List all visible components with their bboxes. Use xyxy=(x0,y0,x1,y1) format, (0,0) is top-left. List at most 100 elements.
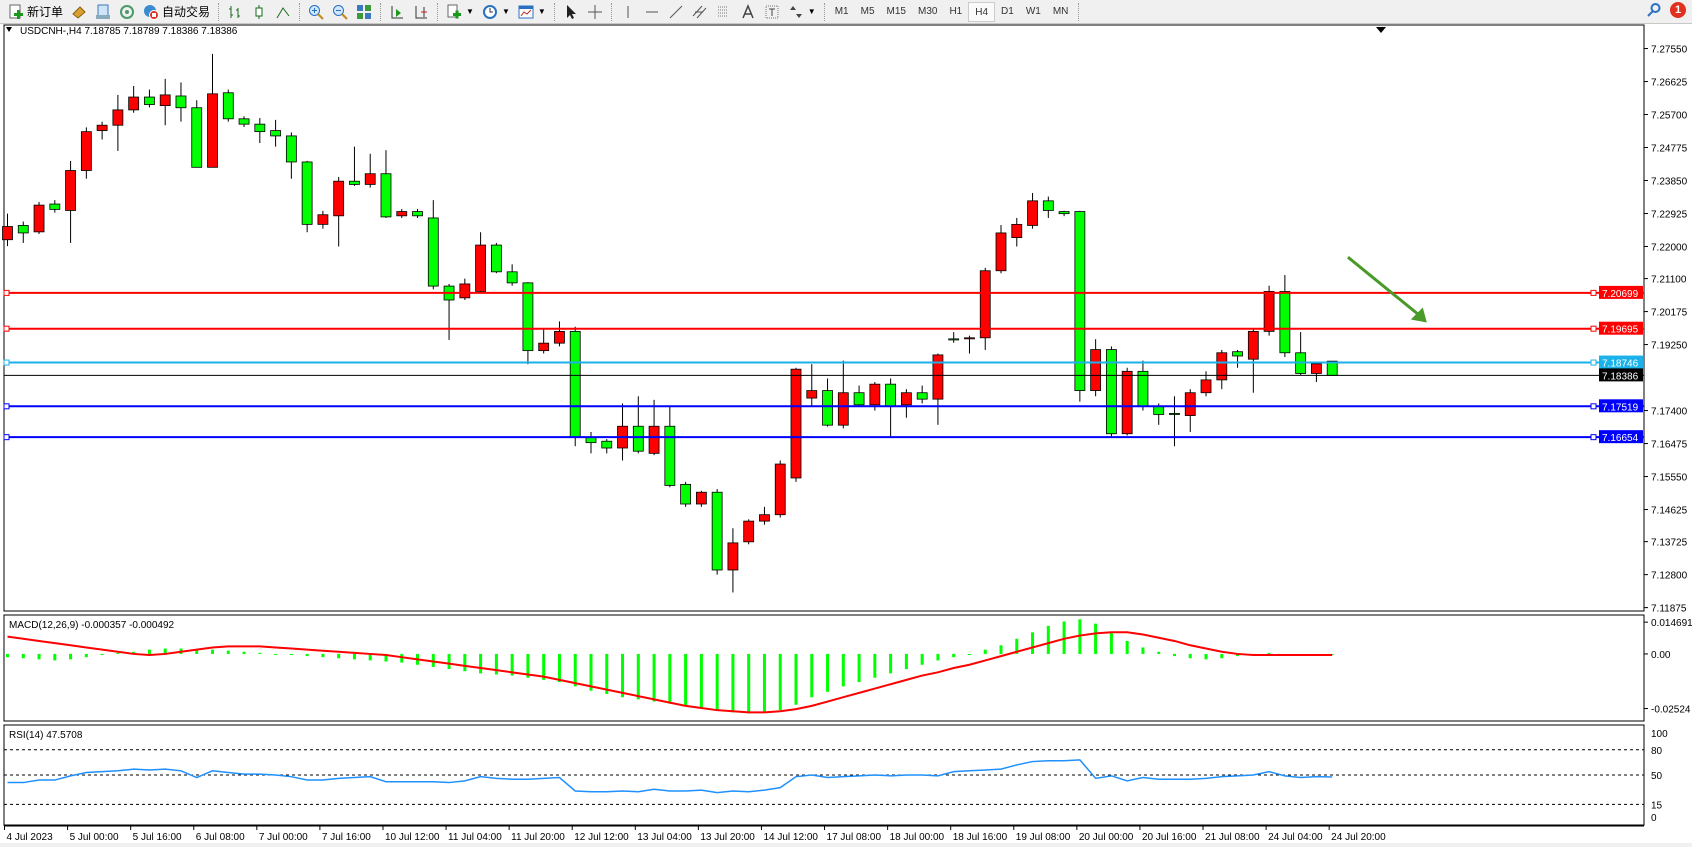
trendline-button[interactable] xyxy=(664,2,688,22)
candle xyxy=(128,85,140,113)
price-tag xyxy=(1599,355,1643,369)
candle-body xyxy=(1137,370,1149,407)
timeframe-h1[interactable]: H1 xyxy=(949,5,963,17)
macd-bar xyxy=(100,653,104,656)
notification-badge[interactable]: 1 xyxy=(1670,2,1686,18)
auto-scroll-icon xyxy=(389,4,405,20)
macd-bar xyxy=(1031,632,1035,654)
macd-bar xyxy=(6,653,9,658)
candle-body xyxy=(80,131,92,171)
candle-body xyxy=(317,214,329,225)
chart-menu-triangle-icon[interactable] xyxy=(6,27,12,32)
candle-body xyxy=(538,342,550,352)
cursor-button[interactable] xyxy=(559,2,583,22)
candle xyxy=(65,160,76,243)
chevron-down-icon: ▼ xyxy=(537,7,546,16)
candle xyxy=(964,335,975,354)
timeframe-h4[interactable]: H4 xyxy=(968,1,996,22)
horizontal-line-button[interactable] xyxy=(640,2,664,22)
time-tick-label: 13 Jul 20:00 xyxy=(700,832,755,843)
new-order-button[interactable]: 新订单 xyxy=(4,2,67,22)
macd-bar xyxy=(526,653,530,678)
candle xyxy=(333,176,345,247)
candle-body xyxy=(1232,351,1243,357)
time-tick-label: 24 Jul 20:00 xyxy=(1331,832,1386,843)
candle-body xyxy=(301,161,313,225)
candle-body xyxy=(711,491,723,571)
timeframe-m15[interactable]: M15 xyxy=(886,5,906,17)
timeframe-m30[interactable]: M30 xyxy=(917,5,938,17)
timeframe-m5[interactable]: M5 xyxy=(860,5,875,17)
candle xyxy=(1216,349,1228,390)
candle xyxy=(191,100,203,168)
candle xyxy=(695,490,707,507)
horizontal-line-icon xyxy=(644,4,660,20)
periods-icon xyxy=(482,4,498,20)
navigator-button[interactable] xyxy=(91,2,115,22)
text-label-button[interactable] xyxy=(760,2,784,22)
macd-bar xyxy=(1015,638,1019,654)
text-button[interactable] xyxy=(736,2,760,22)
timeframe-m1[interactable]: M1 xyxy=(834,5,849,17)
fibonacci-button[interactable] xyxy=(712,2,736,22)
rsi-tick-label: 0 xyxy=(1651,813,1657,824)
candle xyxy=(364,153,376,188)
arrows-button[interactable]: ▼ xyxy=(784,2,820,22)
templates-button[interactable]: ▼ xyxy=(514,2,550,22)
candle xyxy=(144,89,155,108)
candle xyxy=(17,221,29,243)
market-watch-button[interactable] xyxy=(67,2,91,22)
time-tick-label: 7 Jul 00:00 xyxy=(259,832,308,843)
price-tick-label: 7.14625 xyxy=(1651,506,1688,517)
timeframe-w1[interactable]: W1 xyxy=(1025,5,1041,17)
separator xyxy=(1078,2,1080,21)
rsi-pane: 100 80 50 15 0 xyxy=(3,724,1668,826)
bar-chart-button[interactable] xyxy=(223,2,247,22)
crosshair-button[interactable] xyxy=(583,2,607,22)
price-tick-label: 7.12800 xyxy=(1651,571,1688,582)
auto-trading-button[interactable]: 自动交易 xyxy=(139,2,214,22)
candle-body xyxy=(743,520,755,543)
chart-window[interactable]: 7.27550 7.26625 7.25700 7.24775 7.23850 7.229… xyxy=(0,24,1692,847)
chart-shift-marker-icon[interactable] xyxy=(1376,27,1386,33)
main-price-pane[interactable]: 7.27550 7.26625 7.25700 7.24775 7.23850 7.229… xyxy=(2,24,1688,615)
macd-bar xyxy=(715,653,719,711)
chart-header: USDCNH-,H4 7.18785 7.18789 7.18386 7.183… xyxy=(20,26,238,37)
macd-bar xyxy=(636,653,640,700)
zoom-in-button[interactable] xyxy=(304,2,328,22)
candle-body xyxy=(964,337,975,340)
auto-scroll-button[interactable] xyxy=(385,2,409,22)
price-tick-label: 7.22000 xyxy=(1651,242,1688,253)
fibonacci-icon xyxy=(716,4,732,20)
macd-bar xyxy=(1046,625,1050,654)
candle xyxy=(270,119,281,147)
candle-body xyxy=(222,92,234,120)
price-tick-label: 7.21100 xyxy=(1651,275,1687,286)
search-icon[interactable] xyxy=(1646,2,1662,18)
candle-body xyxy=(207,93,218,168)
signals-button[interactable] xyxy=(115,2,139,22)
periods-button[interactable]: ▼ xyxy=(478,2,514,22)
tile-windows-button[interactable] xyxy=(352,2,376,22)
candle-body xyxy=(774,463,786,516)
rsi-tick-label: 15 xyxy=(1651,800,1663,811)
macd-bar xyxy=(1267,652,1271,654)
zoom-out-button[interactable] xyxy=(328,2,352,22)
candlestick-button[interactable] xyxy=(247,2,271,22)
price-tag xyxy=(1599,285,1643,299)
macd-bar xyxy=(652,653,656,702)
rsi-line xyxy=(7,759,1333,794)
chart-shift-button[interactable] xyxy=(409,2,433,22)
timeframe-mn[interactable]: MN xyxy=(1052,5,1069,17)
time-tick-label: 11 Jul 04:00 xyxy=(448,832,502,843)
timeframe-d1[interactable]: D1 xyxy=(1001,5,1014,17)
price-tag xyxy=(1599,368,1643,382)
line-chart-button[interactable] xyxy=(271,2,295,22)
candle xyxy=(349,146,360,186)
candle xyxy=(1184,389,1196,432)
candle-body xyxy=(900,392,912,406)
vertical-line-button[interactable] xyxy=(616,2,640,22)
equidistant-channel-button[interactable] xyxy=(688,2,712,22)
time-tick-label: 19 Jul 08:00 xyxy=(1016,832,1071,843)
indicators-button[interactable]: ▼ xyxy=(442,2,478,22)
